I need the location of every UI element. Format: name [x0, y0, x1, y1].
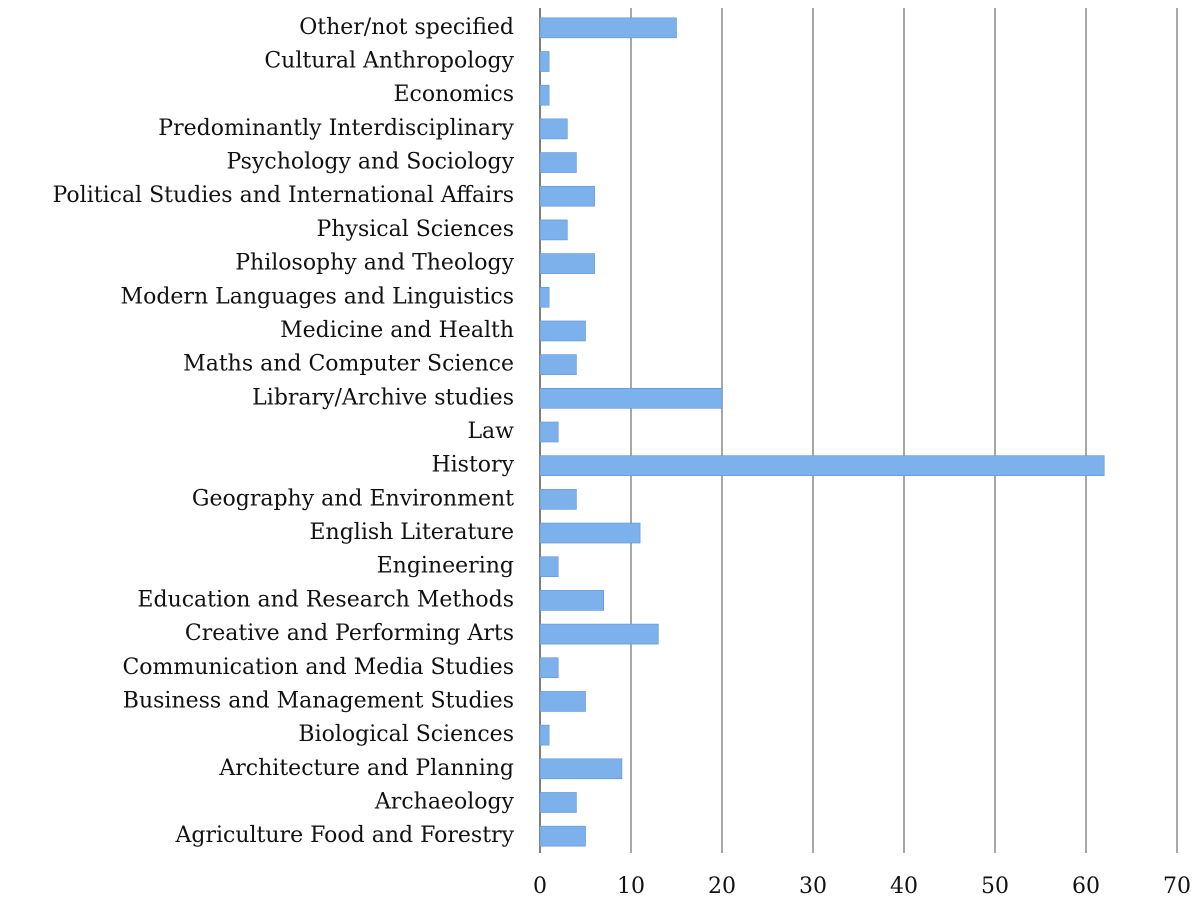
- y-tick-label: English Literature: [309, 520, 514, 545]
- y-tick-label: Archaeology: [374, 789, 515, 814]
- y-tick-label: Biological Sciences: [298, 722, 514, 747]
- bar: [539, 51, 550, 72]
- x-tick-label: 70: [1163, 874, 1191, 899]
- bar: [539, 590, 605, 611]
- bar: [539, 17, 677, 39]
- y-tick-label: Engineering: [377, 554, 514, 579]
- x-tick-label: 30: [799, 874, 827, 899]
- bar: [539, 792, 577, 813]
- bar: [539, 354, 577, 375]
- y-tick-label: Geography and Environment: [192, 486, 514, 511]
- y-tick-label: Agriculture Food and Forestry: [175, 823, 515, 848]
- bar: [539, 556, 559, 578]
- y-tick-label: Philosophy and Theology: [235, 251, 514, 276]
- x-tick-label: 60: [1072, 874, 1100, 899]
- y-tick-label: Communication and Media Studies: [122, 655, 514, 680]
- bar: [539, 185, 595, 207]
- y-tick-label: Education and Research Methods: [137, 587, 514, 612]
- y-tick-label: Modern Languages and Linguistics: [121, 284, 514, 309]
- bar: [539, 219, 568, 241]
- x-tick-label: 40: [890, 874, 918, 899]
- y-tick-label: Political Studies and International Affa…: [53, 183, 514, 208]
- y-tick-label: Cultural Anthropology: [264, 49, 514, 74]
- bar: [539, 825, 586, 847]
- bar: [539, 657, 559, 679]
- bar: [539, 253, 595, 274]
- y-tick-label: Business and Management Studies: [123, 688, 514, 713]
- bar: [539, 489, 577, 510]
- bar: [539, 320, 586, 342]
- bar: [539, 152, 577, 173]
- y-tick-label: Other/not specified: [299, 15, 514, 40]
- bar: [539, 691, 586, 712]
- bar: [539, 286, 550, 308]
- bar: [539, 724, 550, 746]
- y-tick-label: History: [431, 453, 514, 478]
- y-tick-label: Economics: [393, 82, 514, 107]
- y-tick-label: Library/Archive studies: [252, 385, 514, 410]
- x-tick-label: 50: [981, 874, 1009, 899]
- bar: [539, 623, 659, 645]
- y-tick-label: Law: [467, 419, 514, 444]
- bar: [539, 421, 559, 443]
- bar: [539, 758, 623, 780]
- y-tick-label: Medicine and Health: [280, 318, 514, 343]
- y-tick-label: Architecture and Planning: [218, 756, 514, 781]
- bar: [539, 455, 1105, 476]
- y-tick-label: Creative and Performing Arts: [185, 621, 514, 646]
- bar: [539, 388, 723, 409]
- y-tick-label: Psychology and Sociology: [226, 150, 514, 175]
- bar: [539, 84, 550, 106]
- y-tick-label: Physical Sciences: [317, 217, 514, 242]
- x-tick-label: 20: [708, 874, 736, 899]
- bar: [539, 522, 641, 544]
- x-tick-label: 10: [617, 874, 645, 899]
- y-tick-label: Predominantly Interdisciplinary: [158, 116, 514, 141]
- y-tick-label: Maths and Computer Science: [183, 352, 514, 377]
- bar: [539, 118, 568, 140]
- x-tick-label: 0: [533, 874, 547, 899]
